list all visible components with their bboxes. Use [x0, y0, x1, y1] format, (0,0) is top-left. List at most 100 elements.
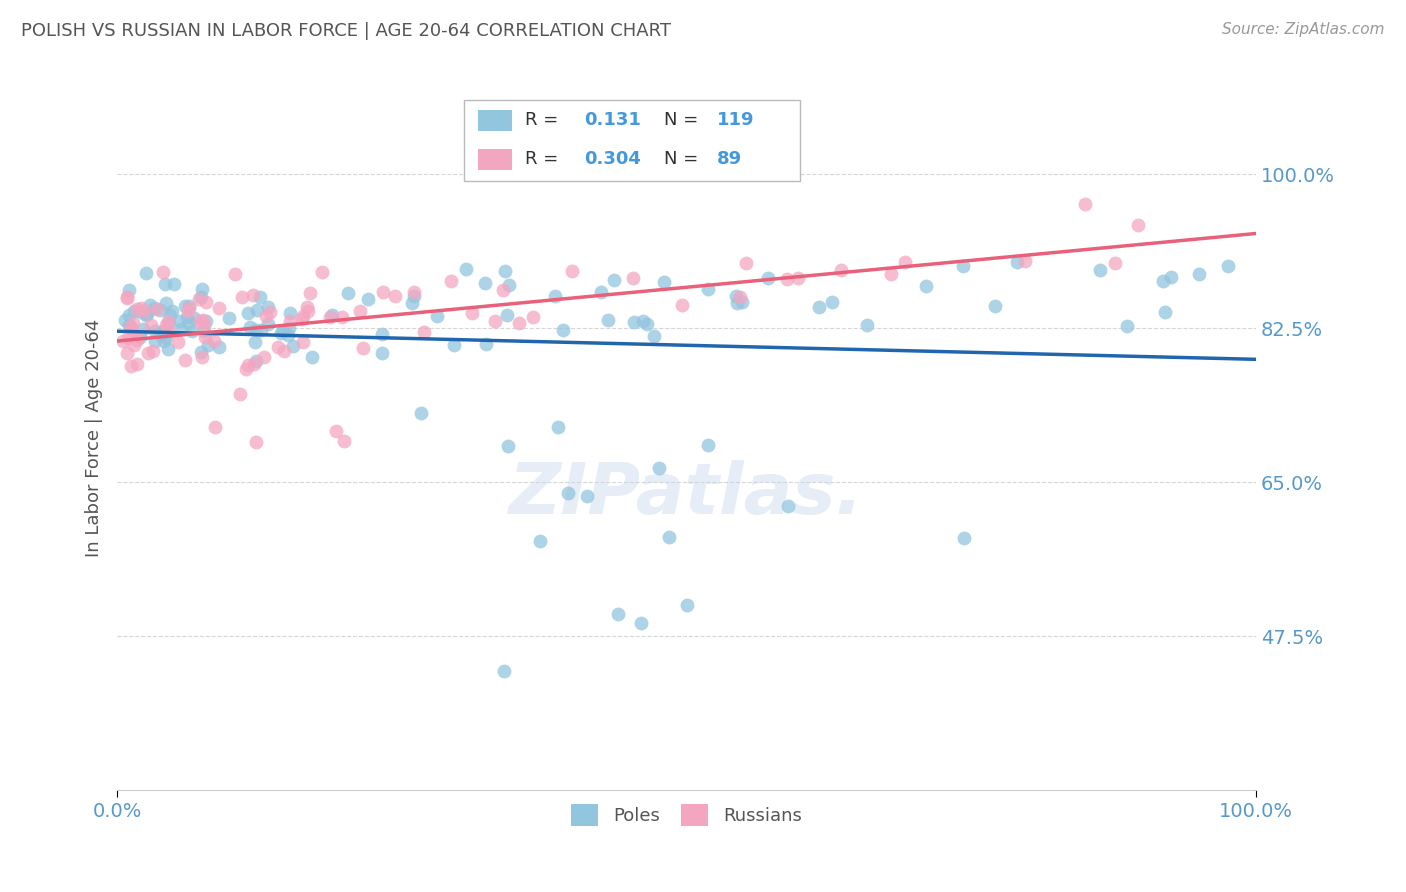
Point [522, 310, 544, 325]
Point [484, 314, 506, 328]
Point [349, 303, 371, 318]
Point [426, 309, 449, 323]
Point [138, 345, 160, 359]
Text: R =: R = [524, 112, 564, 129]
Point [953, 531, 976, 545]
Point [115, 346, 138, 360]
Point [270, 326, 292, 340]
Point [775, 272, 797, 286]
Point [547, 419, 569, 434]
Point [129, 330, 152, 344]
Point [1160, 270, 1182, 285]
Point [596, 313, 619, 327]
Point [301, 350, 323, 364]
Point [238, 305, 260, 319]
Point [239, 319, 262, 334]
Point [880, 267, 903, 281]
Point [292, 334, 315, 349]
Point [1005, 255, 1028, 269]
Point [273, 344, 295, 359]
Point [529, 534, 551, 549]
FancyBboxPatch shape [478, 111, 512, 131]
Point [266, 340, 288, 354]
Point [193, 318, 215, 333]
Point [163, 277, 186, 291]
Point [461, 305, 484, 319]
Point [156, 323, 179, 337]
Point [145, 334, 167, 349]
Point [292, 309, 315, 323]
Point [249, 290, 271, 304]
Point [725, 295, 748, 310]
Point [208, 301, 231, 315]
Point [756, 270, 779, 285]
Point [231, 290, 253, 304]
Point [122, 303, 145, 318]
Point [297, 300, 319, 314]
Point [1074, 197, 1097, 211]
Point [494, 664, 516, 678]
Point [188, 314, 211, 328]
Point [218, 310, 240, 325]
Point [352, 341, 374, 355]
Point [208, 340, 231, 354]
Point [357, 292, 380, 306]
Point [235, 362, 257, 376]
Point [1104, 256, 1126, 270]
Point [143, 324, 166, 338]
Point [454, 262, 477, 277]
Point [157, 317, 180, 331]
Point [153, 277, 176, 291]
Point [146, 301, 169, 316]
Point [191, 282, 214, 296]
Point [187, 292, 209, 306]
FancyBboxPatch shape [478, 149, 512, 170]
Point [249, 323, 271, 337]
Point [183, 310, 205, 325]
Point [177, 316, 200, 330]
Point [311, 265, 333, 279]
Point [321, 308, 343, 322]
Point [125, 333, 148, 347]
Point [139, 318, 162, 332]
Point [152, 265, 174, 279]
Point [633, 314, 655, 328]
Text: POLISH VS RUSSIAN IN LABOR FORCE | AGE 20-64 CORRELATION CHART: POLISH VS RUSSIAN IN LABOR FORCE | AGE 2… [21, 22, 671, 40]
Point [256, 300, 278, 314]
Point [245, 335, 267, 350]
Point [159, 308, 181, 322]
Point [125, 301, 148, 316]
Point [984, 299, 1007, 313]
Point [131, 322, 153, 336]
Point [658, 531, 681, 545]
Point [142, 343, 165, 358]
Point [149, 303, 172, 318]
Point [120, 320, 142, 334]
Point [821, 294, 844, 309]
Point [475, 336, 498, 351]
Point [952, 259, 974, 273]
Point [498, 277, 520, 292]
Point [671, 298, 693, 312]
Point [252, 350, 274, 364]
Point [1188, 267, 1211, 281]
Point [242, 357, 264, 371]
Point [242, 287, 264, 301]
Point [443, 337, 465, 351]
Point [412, 326, 434, 340]
Text: 119: 119 [717, 112, 755, 129]
Point [190, 345, 212, 359]
Point [118, 318, 141, 332]
Point [696, 282, 718, 296]
Point [1128, 218, 1150, 232]
Point [202, 334, 225, 349]
Point [915, 279, 938, 293]
Point [807, 300, 830, 314]
Point [114, 313, 136, 327]
Point [277, 328, 299, 343]
Point [194, 330, 217, 344]
Point [195, 313, 218, 327]
Point [257, 317, 280, 331]
Point [125, 357, 148, 371]
Point [167, 334, 190, 349]
